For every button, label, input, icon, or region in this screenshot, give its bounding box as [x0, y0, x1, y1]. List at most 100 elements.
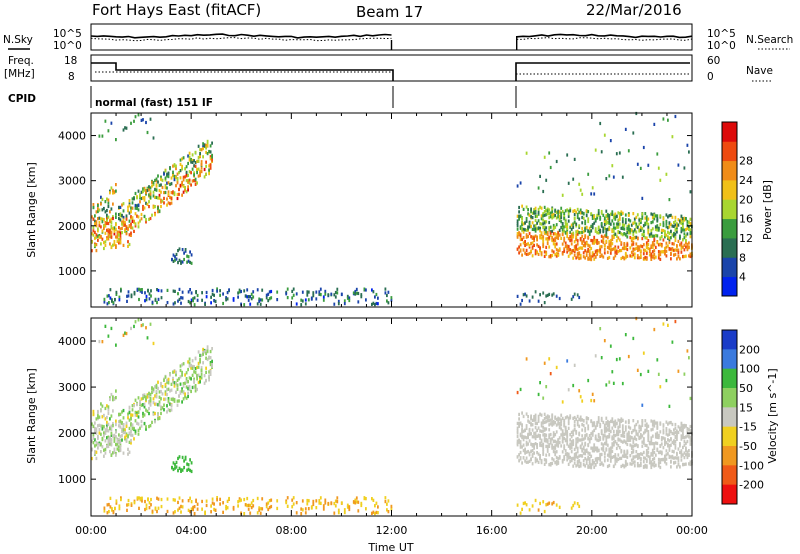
velocity-cell	[95, 456, 98, 461]
power-cell	[144, 299, 146, 303]
power-cell	[136, 206, 138, 210]
power-cell	[516, 184, 519, 188]
power-cell	[188, 181, 191, 185]
power-cell	[644, 212, 647, 216]
velocity-cell	[581, 442, 584, 446]
velocity-cell	[292, 502, 295, 506]
power-cell	[576, 212, 579, 216]
velocity-cell	[573, 423, 576, 428]
power-cell	[134, 222, 137, 226]
power-cell	[191, 153, 194, 157]
nsky-line-2	[516, 33, 693, 39]
power-cell	[191, 179, 194, 183]
power-cell	[142, 207, 144, 211]
velocity-cell	[276, 506, 279, 511]
power-cell	[627, 212, 630, 216]
power-cell	[573, 292, 576, 296]
power-cell	[594, 255, 597, 259]
power-cell	[578, 224, 581, 228]
velocity-cell	[618, 429, 621, 434]
velocity-cell	[576, 461, 579, 465]
velocity-cell	[685, 462, 687, 466]
power-cell	[573, 253, 576, 257]
power-cell	[689, 254, 692, 259]
velocity-cell	[286, 504, 289, 508]
power-cell	[119, 231, 122, 235]
power-cell	[557, 253, 560, 257]
velocity-cell	[530, 432, 532, 436]
velocity-cell	[190, 507, 193, 511]
power-cell	[567, 219, 570, 223]
power-cell	[113, 240, 116, 244]
velocity-cell	[674, 319, 677, 324]
velocity-cell	[627, 354, 630, 359]
power-cell	[605, 233, 608, 237]
velocity-cell	[650, 439, 653, 443]
power-cell	[573, 250, 576, 254]
power-cell	[667, 215, 669, 219]
power-cell	[633, 252, 636, 256]
velocity-cell	[386, 502, 388, 506]
power-cell	[582, 255, 585, 259]
velocity-cell	[600, 429, 603, 433]
power-cell	[222, 292, 224, 296]
velocity-cell	[686, 454, 689, 458]
velocity-cell	[555, 459, 558, 464]
velocity-cell	[185, 396, 188, 400]
power-cell	[582, 251, 585, 255]
power-cell	[318, 290, 321, 294]
velocity-cell	[160, 405, 162, 409]
power-cell	[112, 243, 114, 247]
velocity-cell	[623, 465, 626, 469]
velocity-cell	[557, 419, 560, 423]
velocity-cell	[151, 387, 153, 391]
velocity-cell	[145, 408, 147, 412]
power-cell	[164, 190, 167, 195]
velocity-cell	[172, 511, 175, 515]
velocity-cell	[174, 466, 176, 470]
velocity-cell	[106, 436, 108, 440]
power-cell	[304, 298, 307, 302]
velocity-cell	[181, 505, 184, 509]
power-cell	[636, 225, 639, 230]
power-cell	[545, 294, 548, 298]
velocity-cell	[110, 431, 113, 436]
velocity-cell	[176, 378, 179, 382]
power-cell	[175, 257, 178, 261]
velocity-cell	[554, 452, 557, 457]
velocity-cell	[101, 427, 104, 431]
power-cell	[128, 204, 131, 208]
velocity-cell	[603, 459, 606, 463]
velocity-cell	[100, 402, 102, 406]
velocity-cell	[128, 409, 131, 413]
velocity-cell	[142, 414, 144, 418]
velocity-cell	[653, 421, 656, 426]
velocity-cell	[657, 450, 660, 455]
velocity-cell	[543, 509, 546, 514]
power-cell	[167, 192, 170, 196]
power-cell	[202, 142, 204, 146]
power-cell	[536, 243, 538, 247]
power-cell	[205, 160, 207, 164]
velocity-cell	[113, 396, 116, 401]
velocity-cell	[110, 438, 113, 442]
power-cell	[371, 302, 373, 306]
velocity-cell	[546, 502, 549, 506]
power-cell	[372, 301, 375, 305]
power-cell	[662, 238, 665, 242]
velocity-cell	[632, 440, 635, 444]
power-cell	[173, 191, 176, 195]
velocity-cell	[569, 433, 572, 437]
velocity-cell	[259, 511, 262, 515]
time-tick-label: 08:00	[275, 524, 307, 537]
velocity-cell	[104, 439, 107, 443]
power-cell	[249, 302, 252, 306]
power-cell	[588, 226, 591, 230]
velocity-cell	[542, 421, 545, 425]
velocity-cell	[205, 356, 207, 360]
power-cell	[232, 297, 235, 301]
velocity-cell	[112, 434, 114, 438]
velocity-cell	[636, 462, 639, 466]
power-cell	[603, 220, 606, 224]
velocity-cell	[594, 458, 597, 462]
